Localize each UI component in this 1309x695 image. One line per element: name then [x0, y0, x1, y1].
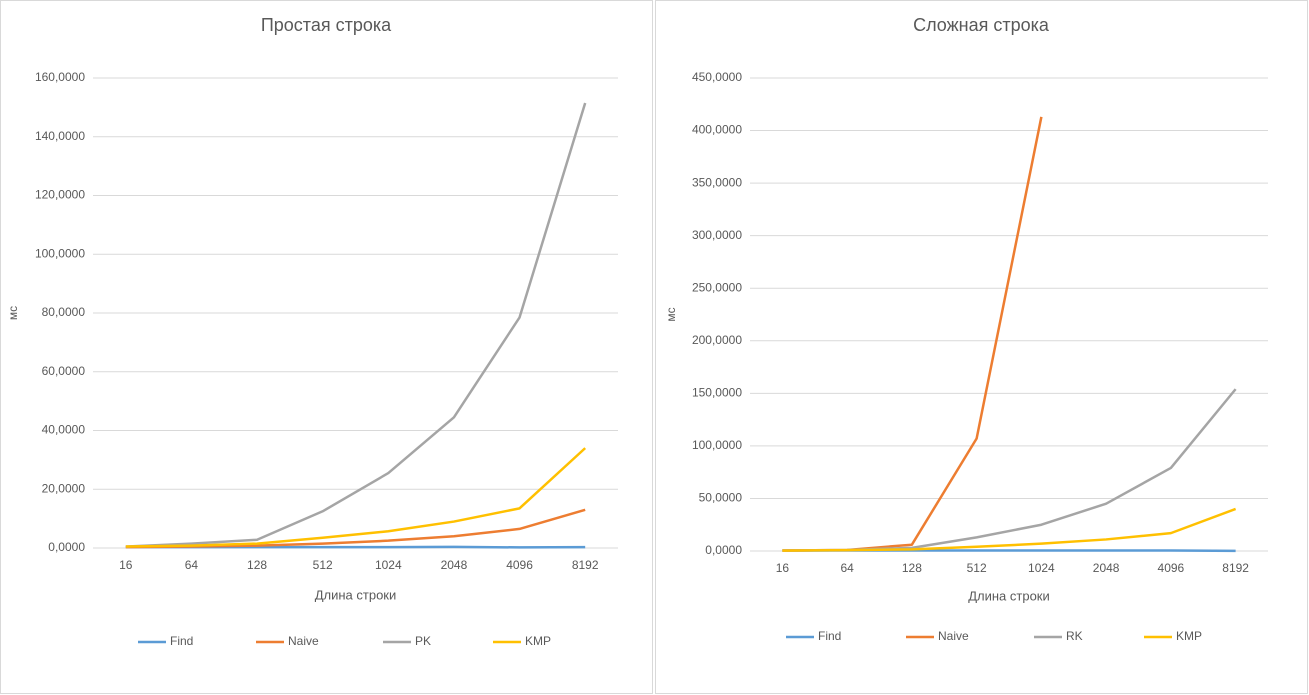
x-tick-label: 128: [247, 558, 267, 572]
x-tick-label: 16: [119, 558, 133, 572]
y-tick-label: 150,0000: [692, 386, 742, 400]
y-tick-label: 400,0000: [692, 123, 742, 137]
y-tick-label: 60,0000: [42, 364, 86, 378]
x-tick-label: 2048: [1093, 561, 1120, 575]
panel: [655, 0, 1308, 694]
series-line: [125, 447, 587, 548]
x-tick-label: 512: [313, 558, 333, 572]
chart-title: Простая строка: [261, 15, 392, 35]
y-tick-label: 250,0000: [692, 280, 742, 294]
y-tick-label: 100,0000: [692, 438, 742, 452]
y-axis-label: мс: [6, 306, 20, 320]
x-axis-label: Длина строки: [315, 587, 397, 602]
x-tick-label: 64: [840, 561, 854, 575]
y-tick-label: 80,0000: [42, 305, 86, 319]
y-tick-label: 160,0000: [35, 70, 85, 84]
x-tick-label: 1024: [1028, 561, 1055, 575]
y-tick-label: 40,0000: [42, 423, 86, 437]
legend-label: KMP: [1176, 629, 1202, 643]
x-tick-label: 512: [967, 561, 987, 575]
legend-label: RK: [1066, 629, 1083, 643]
panel: [0, 0, 653, 694]
y-tick-label: 20,0000: [42, 481, 86, 495]
y-tick-label: 0,0000: [48, 540, 85, 554]
x-tick-label: 16: [776, 561, 790, 575]
x-axis-label: Длина строки: [968, 588, 1050, 603]
legend-label: KMP: [525, 634, 551, 648]
x-tick-label: 64: [185, 558, 199, 572]
x-tick-label: 128: [902, 561, 922, 575]
legend-label: PK: [415, 634, 431, 648]
y-tick-label: 0,0000: [705, 543, 742, 557]
y-tick-label: 200,0000: [692, 333, 742, 347]
series-line: [782, 507, 1237, 552]
x-tick-label: 8192: [572, 558, 599, 572]
series-line: [125, 102, 587, 548]
y-tick-label: 350,0000: [692, 175, 742, 189]
x-tick-label: 2048: [441, 558, 468, 572]
legend-label: Naive: [938, 629, 969, 643]
y-tick-label: 50,0000: [699, 491, 743, 505]
y-axis-label: мс: [664, 307, 678, 321]
x-tick-label: 1024: [375, 558, 402, 572]
y-tick-label: 300,0000: [692, 228, 742, 242]
y-tick-label: 100,0000: [35, 246, 85, 260]
y-tick-label: 140,0000: [35, 129, 85, 143]
legend-label: Find: [818, 629, 841, 643]
legend-label: Naive: [288, 634, 319, 648]
x-tick-label: 4096: [1158, 561, 1185, 575]
y-tick-label: 450,0000: [692, 70, 742, 84]
x-tick-label: 4096: [506, 558, 533, 572]
legend-label: Find: [170, 634, 193, 648]
chart-title: Сложная строка: [913, 15, 1050, 35]
y-tick-label: 120,0000: [35, 188, 85, 202]
x-tick-label: 8192: [1222, 561, 1249, 575]
